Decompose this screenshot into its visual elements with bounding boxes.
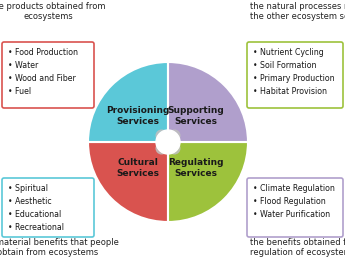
Text: Supporting
Services: Supporting Services [168,106,224,126]
Text: the natural processes maintaining
the other ecosystem services: the natural processes maintaining the ot… [250,2,345,21]
Circle shape [169,143,180,154]
Text: • Climate Regulation
• Flood Regulation
• Water Purification: • Climate Regulation • Flood Regulation … [253,184,335,219]
Wedge shape [88,142,168,222]
Text: • Spiritual
• Aesthetic
• Educational
• Recreational: • Spiritual • Aesthetic • Educational • … [8,184,64,232]
Text: the products obtained from
ecosystems: the products obtained from ecosystems [0,2,106,21]
Text: • Food Production
• Water
• Wood and Fiber
• Fuel: • Food Production • Water • Wood and Fib… [8,48,78,96]
Text: • Nutrient Cycling
• Soil Formation
• Primary Production
• Habitat Provision: • Nutrient Cycling • Soil Formation • Pr… [253,48,335,96]
Text: Cultural
Services: Cultural Services [117,158,159,178]
Text: the benefits obtained from the
regulation of ecosystem processes: the benefits obtained from the regulatio… [250,238,345,257]
Text: non-material benefits that people
obtain from ecosystems: non-material benefits that people obtain… [0,238,119,257]
Circle shape [159,133,177,151]
Text: Provisioning
Services: Provisioning Services [106,106,170,126]
Wedge shape [168,62,248,142]
FancyBboxPatch shape [2,42,94,108]
Wedge shape [88,62,168,142]
FancyBboxPatch shape [247,42,343,108]
Circle shape [169,130,180,141]
FancyBboxPatch shape [247,178,343,237]
FancyBboxPatch shape [2,178,94,237]
Circle shape [156,143,167,154]
Circle shape [156,130,167,141]
Circle shape [156,130,180,154]
Text: Regulating
Services: Regulating Services [168,158,224,178]
Wedge shape [168,142,248,222]
